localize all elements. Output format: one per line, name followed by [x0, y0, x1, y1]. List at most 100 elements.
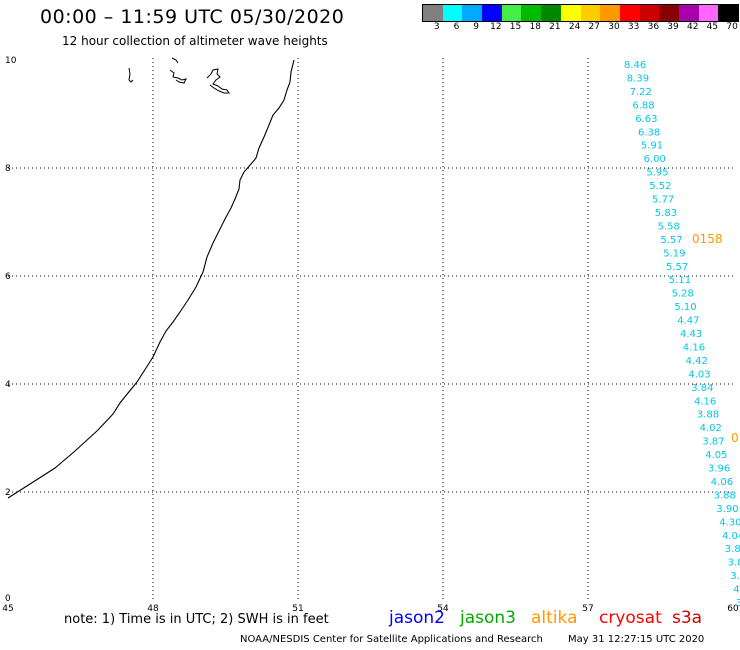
legend-swatch [501, 5, 522, 21]
wave-height-label: 5.57 [666, 262, 688, 273]
legend-label: 21 [549, 22, 561, 32]
map-subtitle: 12 hour collection of altimeter wave hei… [62, 34, 328, 48]
wave-height-label: 4.03 [688, 369, 710, 380]
wave-height-label: 4.02 [700, 423, 722, 434]
x-tick-label: 51 [292, 604, 303, 614]
legend-label: 3 [433, 22, 440, 32]
wave-height-label: 5.11 [669, 275, 691, 286]
x-tick-label: 57 [582, 604, 593, 614]
footnote: note: 1) Time is in UTC; 2) SWH is in fe… [64, 612, 329, 627]
wave-height-label: 5.83 [655, 208, 677, 219]
legend-swatch [462, 5, 483, 21]
wave-height-label: 5.58 [658, 221, 680, 232]
y-tick-label: 0 [5, 594, 11, 604]
wave-height-label: 3.84 [691, 383, 713, 394]
legend-label: 33 [627, 22, 640, 32]
wave-height-label: 5.95 [646, 168, 668, 179]
y-tick-label: 8 [5, 164, 11, 174]
legend-swatch [619, 5, 640, 21]
wave-height-label: 5.77 [652, 195, 674, 206]
legend-label: 9 [473, 22, 480, 32]
wave-height-label: 3.88 [697, 410, 719, 421]
legend-swatch [580, 5, 601, 21]
wave-height-label: 7.22 [630, 87, 652, 98]
legend-swatch [678, 5, 699, 21]
time-label: 0158 [692, 232, 723, 246]
wave-height-label: 3.83 [725, 544, 740, 555]
generated-timestamp: May 31 12:27:15 UTC 2020 [568, 634, 705, 645]
island-4 [206, 68, 230, 94]
legend-swatch [423, 5, 443, 21]
island-2 [169, 69, 187, 84]
legend-swatch [560, 5, 581, 21]
wave-height-label: 3.9 [730, 571, 740, 582]
time-labels: 0158 0 [692, 232, 739, 445]
wave-height-label: 5.57 [660, 235, 682, 246]
island-3 [171, 57, 179, 64]
wave-height-label: 4.0 [733, 585, 740, 596]
wave-height-label: 4.05 [705, 450, 727, 461]
legend-label: 42 [686, 22, 699, 32]
satellite-label-jason2: jason2 [389, 608, 445, 628]
legend-label: 27 [588, 22, 600, 32]
y-tick-label: 2 [5, 488, 11, 498]
wave-height-label: 6.88 [632, 100, 654, 111]
wave-height-label: 4.04 [722, 531, 740, 542]
color-scale-legend [422, 4, 739, 22]
legend-label: 12 [490, 22, 502, 32]
wave-height-label: 8.46 [624, 60, 646, 71]
wave-height-label: 4.16 [683, 342, 705, 353]
wave-height-label: 4.43 [680, 329, 702, 340]
coastline [7, 57, 295, 499]
wave-height-label: 3.90 [716, 504, 738, 515]
legend-label: 24 [568, 22, 581, 32]
satellite-label-altika: altika [531, 608, 578, 628]
wave-height-label: 4.30 [719, 517, 740, 528]
wave-height-label: 5.19 [663, 248, 685, 259]
legend-swatch [541, 5, 561, 21]
legend-swatch [698, 5, 719, 21]
legend-label: 30 [608, 22, 620, 32]
x-tick-label: 45 [2, 604, 13, 614]
x-tick-label: 60 [727, 604, 739, 614]
legend-swatch [442, 5, 463, 21]
wave-height-label: 4.16 [694, 396, 716, 407]
wave-height-label: 3.88 [714, 490, 736, 501]
island-1 [128, 67, 134, 83]
coastline-path [7, 59, 295, 499]
legend-swatch [600, 5, 620, 21]
satellite-label-s3a: s3a [672, 608, 703, 628]
y-tick-label: 4 [5, 380, 11, 390]
legend-label: 45 [706, 22, 719, 32]
x-tick-label: 48 [147, 604, 159, 614]
legend-label: 18 [529, 22, 541, 32]
legend-label: 36 [647, 22, 660, 32]
map-title: 00:00 – 11:59 UTC 05/30/2020 [40, 6, 345, 28]
legend-label: 39 [667, 22, 679, 32]
wave-height-label: 6.00 [644, 154, 666, 165]
grid-lines [8, 58, 735, 600]
y-tick-label: 6 [5, 272, 11, 282]
wave-height-label: 3. [736, 598, 740, 609]
legend-label: 15 [509, 22, 522, 32]
x-tick-label: 54 [437, 604, 449, 614]
credit-line: NOAA/NESDIS Center for Satellite Applica… [240, 634, 543, 645]
wave-height-label: 5.91 [641, 141, 663, 152]
legend-swatch [482, 5, 502, 21]
wave-height-label: 4.42 [686, 356, 708, 367]
y-tick-label: 10 [5, 56, 17, 66]
wave-height-label: 4.06 [711, 477, 733, 488]
wave-height-label: 5.52 [649, 181, 671, 192]
legend-swatch [521, 5, 542, 21]
wave-height-label: 8.39 [627, 73, 649, 84]
wave-height-label: 3.87 [702, 437, 724, 448]
wave-height-label: 6.38 [638, 127, 660, 138]
wave-height-label: 5.28 [672, 289, 694, 300]
wave-height-label: 5.10 [674, 302, 696, 313]
jason3-track: 8.46 8.39 7.22 6.88 6.63 6.38 5.91 6.00 5.95 5.52… [624, 60, 740, 609]
satellite-label-cryosat: cryosat [599, 608, 662, 628]
wave-height-label: 3.96 [708, 464, 730, 475]
legend-label: 70 [726, 22, 738, 32]
